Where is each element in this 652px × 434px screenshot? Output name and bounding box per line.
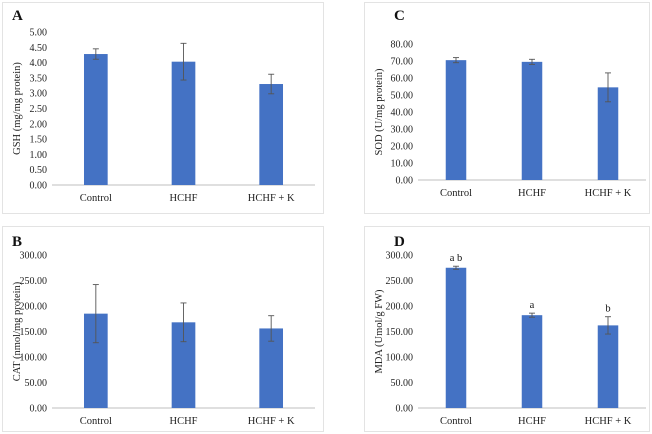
bar-c-1 <box>445 60 467 180</box>
y-axis-title-b: CAT (nmol/mg protein) <box>12 281 23 381</box>
y-tick-label-d: 50.00 <box>391 378 414 389</box>
data-label-d-1: a b <box>450 253 463 264</box>
panel-frame-b <box>2 226 324 432</box>
y-tick-label-c: 0.00 <box>396 176 414 187</box>
y-tick-label-c: 20.00 <box>391 142 414 153</box>
x-tick-label-b: HCHF + K <box>248 416 295 427</box>
bar-b-1 <box>83 313 108 408</box>
data-label-d-2: a <box>530 300 535 311</box>
y-tick-label-a: 2.50 <box>30 104 48 115</box>
panel-frame-a <box>2 2 324 214</box>
y-tick-label-b: 50.00 <box>25 378 48 389</box>
y-tick-label-b: 150.00 <box>20 327 48 338</box>
y-tick-label-c: 70.00 <box>391 57 414 68</box>
bar-c-3 <box>597 87 619 180</box>
y-tick-label-a: 2.00 <box>30 119 48 130</box>
x-tick-label-d: HCHF + K <box>585 416 632 427</box>
panel-frame-c <box>364 2 650 214</box>
bar-a-2 <box>171 61 196 185</box>
x-tick-label-d: HCHF <box>518 416 546 427</box>
y-tick-label-b: 300.00 <box>20 251 48 262</box>
y-tick-label-d: 200.00 <box>386 302 414 313</box>
y-tick-label-a: 4.50 <box>30 43 48 54</box>
x-tick-label-d: Control <box>440 416 472 427</box>
y-tick-label-a: 0.50 <box>30 165 48 176</box>
y-tick-label-d: 300.00 <box>386 251 414 262</box>
y-tick-label-a: 1.00 <box>30 150 48 161</box>
y-tick-label-c: 30.00 <box>391 125 414 136</box>
y-tick-label-a: 1.50 <box>30 135 48 146</box>
y-tick-label-c: 50.00 <box>391 91 414 102</box>
y-tick-label-a: 0.00 <box>30 181 48 192</box>
panel-label-d: D <box>394 234 405 250</box>
bar-b-2 <box>171 322 196 408</box>
bar-d-2 <box>521 315 543 408</box>
bar-b-3 <box>259 328 284 408</box>
panel-label-b: B <box>12 234 22 250</box>
x-tick-label-b: Control <box>80 416 112 427</box>
bar-c-2 <box>521 61 543 180</box>
y-tick-label-c: 10.00 <box>391 159 414 170</box>
bar-d-3 <box>597 325 619 408</box>
y-tick-label-c: 60.00 <box>391 74 414 85</box>
bar-a-3 <box>259 84 284 185</box>
y-axis-title-c: SOD (U/mg protein) <box>374 68 385 155</box>
x-tick-label-a: Control <box>80 193 112 204</box>
y-tick-label-a: 4.00 <box>30 58 48 69</box>
y-axis-title-a: GSH (mg/mg protein) <box>12 62 23 155</box>
y-tick-label-d: 0.00 <box>396 404 414 415</box>
x-tick-label-c: Control <box>440 188 472 199</box>
y-tick-label-a: 3.50 <box>30 73 48 84</box>
x-tick-label-a: HCHF <box>169 193 197 204</box>
data-label-d-3: b <box>605 304 610 315</box>
y-tick-label-b: 250.00 <box>20 276 48 287</box>
y-tick-label-d: 150.00 <box>386 327 414 338</box>
x-tick-label-b: HCHF <box>169 416 197 427</box>
y-tick-label-d: 100.00 <box>386 353 414 364</box>
panel-frame-d <box>364 226 650 432</box>
bar-d-1 <box>445 267 467 408</box>
x-tick-label-a: HCHF + K <box>248 193 295 204</box>
panel-label-c: C <box>394 8 405 24</box>
panel-label-a: A <box>12 8 23 24</box>
bar-a-1 <box>83 54 108 186</box>
y-tick-label-a: 3.00 <box>30 89 48 100</box>
y-tick-label-c: 40.00 <box>391 108 414 119</box>
y-tick-label-b: 100.00 <box>20 353 48 364</box>
y-tick-label-d: 250.00 <box>386 276 414 287</box>
y-tick-label-c: 80.00 <box>391 40 414 51</box>
y-axis-title-d: MDA (Umol/g FW) <box>374 289 385 374</box>
y-tick-label-a: 5.00 <box>30 28 48 39</box>
x-tick-label-c: HCHF + K <box>585 188 632 199</box>
y-tick-label-b: 0.00 <box>30 404 48 415</box>
y-tick-label-b: 200.00 <box>20 302 48 313</box>
x-tick-label-c: HCHF <box>518 188 546 199</box>
